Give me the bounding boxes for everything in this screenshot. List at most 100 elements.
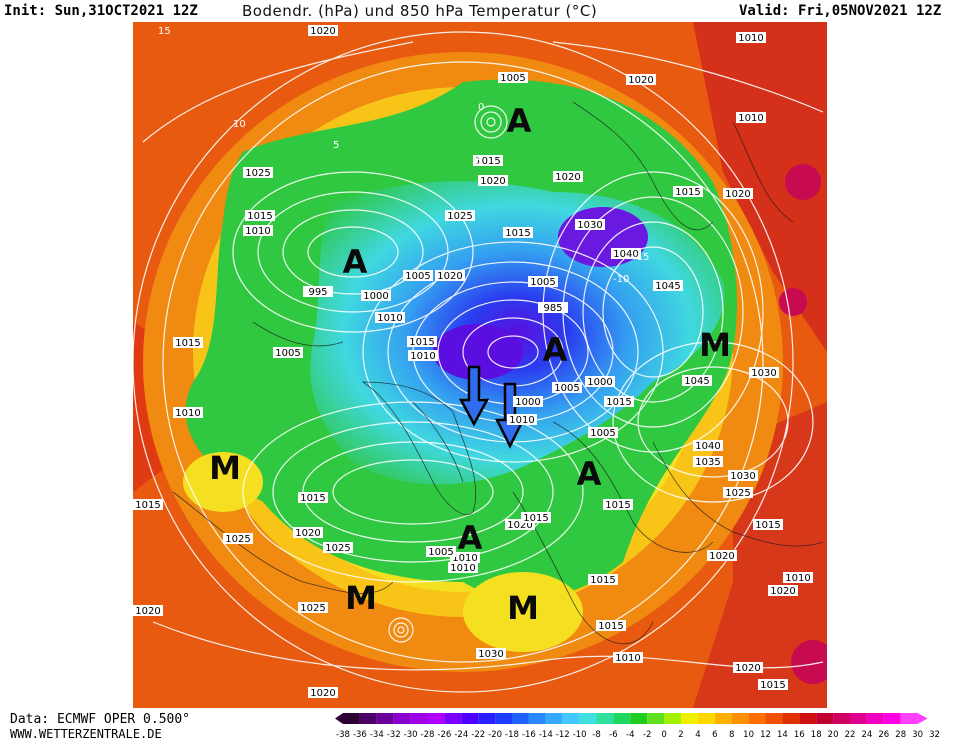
legend-tick-label: -36 — [353, 730, 367, 740]
svg-text:1040: 1040 — [613, 249, 638, 260]
svg-text:1000: 1000 — [363, 291, 388, 302]
svg-text:1020: 1020 — [709, 551, 734, 562]
low-pressure-center: M — [345, 579, 377, 617]
svg-text:1015: 1015 — [175, 338, 200, 349]
svg-text:1005: 1005 — [554, 383, 579, 394]
svg-text:1015: 1015 — [590, 575, 615, 586]
pressure-label: 1015 — [133, 499, 163, 511]
svg-text:1010: 1010 — [175, 408, 200, 419]
legend-swatch — [765, 713, 783, 724]
legend-swatch — [545, 713, 563, 724]
legend-swatch — [376, 713, 394, 724]
warm-region-se — [693, 402, 827, 708]
pressure-label: 1015 — [521, 512, 551, 524]
pressure-label: 1015 — [753, 519, 783, 531]
legend-tick-label: -10 — [573, 730, 587, 740]
svg-text:1020: 1020 — [735, 663, 760, 674]
pressure-label: 1010 — [783, 572, 813, 584]
low-pressure-center: M — [507, 589, 539, 627]
legend-tick-label: 2 — [678, 730, 683, 740]
pressure-label: 1020 — [768, 585, 798, 597]
legend-swatch — [782, 713, 800, 724]
temperature-contour-label: -15 — [633, 252, 649, 263]
pressure-label: 1025 — [723, 487, 753, 499]
pressure-label: 1015 — [596, 620, 626, 632]
legend-scale: -38 -36 -34 -32 -30 -28 -26 -24 -22 -20 -18 -16 -14-… — [335, 713, 940, 740]
legend-tick-label: -26 — [437, 730, 451, 740]
high-pressure-center: A — [543, 331, 568, 369]
svg-text:1000: 1000 — [515, 397, 540, 408]
svg-text:1020: 1020 — [310, 26, 335, 37]
pressure-label: 1015 — [245, 210, 275, 222]
pressure-label: 1020 — [505, 519, 535, 531]
legend-tick-label: -14 — [539, 730, 553, 740]
svg-text:1015: 1015 — [135, 500, 160, 511]
legend-swatch — [343, 713, 360, 724]
svg-text:1015: 1015 — [605, 500, 630, 511]
svg-text:1020: 1020 — [555, 172, 580, 183]
svg-text:1045: 1045 — [684, 376, 709, 387]
legend-tick-label: -28 — [421, 730, 435, 740]
legend-arrow-left — [335, 713, 343, 724]
svg-text:1010: 1010 — [785, 573, 810, 584]
temperature-contour-label: 10 — [233, 119, 246, 130]
pressure-label: 1025 — [445, 210, 475, 222]
temperature-legend: -38 -36 -34 -32 -30 -28 -26 -24 -22 -20 -18 -16 -14-… — [335, 711, 955, 741]
legend-tick-label: -16 — [522, 730, 536, 740]
svg-text:1010: 1010 — [452, 553, 477, 564]
svg-text:1015: 1015 — [755, 520, 780, 531]
svg-text:1030: 1030 — [577, 220, 602, 231]
legend-tick-label: -32 — [387, 730, 401, 740]
svg-text:1020: 1020 — [770, 586, 795, 597]
pressure-label: 1025 — [323, 542, 353, 554]
pressure-label: 1025 — [298, 602, 328, 614]
pressure-label: 1020 — [707, 550, 737, 562]
legend-swatch — [630, 713, 648, 724]
legend-swatch — [495, 713, 512, 724]
temperature-contour-label: 0 — [478, 102, 484, 113]
high-pressure-center: A — [458, 519, 483, 557]
svg-text:1010: 1010 — [738, 33, 763, 44]
legend-tick-label: 16 — [794, 730, 805, 740]
pressure-label: 1035 — [693, 456, 723, 468]
pressure-label: 1010 — [736, 32, 766, 44]
high-pressure-center: A — [343, 243, 368, 281]
svg-text:1010: 1010 — [615, 653, 640, 664]
svg-text:1020: 1020 — [437, 271, 462, 282]
legend-swatch — [478, 713, 496, 724]
legend-swatch — [359, 713, 377, 724]
svg-text:1045: 1045 — [655, 281, 680, 292]
pressure-label: 1000 — [361, 290, 391, 302]
svg-text:1005: 1005 — [590, 428, 615, 439]
pressure-label: 1040 — [693, 440, 723, 452]
legend-tick-label: 14 — [777, 730, 788, 740]
temperature-contour-label: -10 — [613, 274, 629, 285]
legend-swatch — [461, 713, 479, 724]
pressure-label: 1010 — [448, 562, 478, 574]
init-time: Init: Sun,31OCT2021 12Z — [4, 3, 198, 19]
pressure-label: 1010 — [173, 407, 203, 419]
pressure-label: 1005 — [498, 72, 528, 84]
chart-title: Bodendr. (hPa) und 850 hPa Temperatur (°… — [242, 2, 598, 20]
legend-tick-label: 30 — [912, 730, 923, 740]
legend-tick-label: 12 — [760, 730, 771, 740]
svg-text:1015: 1015 — [247, 211, 272, 222]
warm-patch-south — [463, 572, 583, 652]
svg-text:995: 995 — [308, 287, 327, 298]
temperature-contour-label: -5 — [473, 156, 483, 167]
legend-swatch — [512, 713, 529, 724]
pressure-label: 1010 — [375, 312, 405, 324]
svg-text:1025: 1025 — [300, 603, 325, 614]
legend-swatch — [850, 713, 867, 724]
svg-text:1020: 1020 — [480, 176, 505, 187]
pressure-label: 1005 — [528, 276, 558, 288]
svg-text:1020: 1020 — [310, 688, 335, 699]
warm-region-ne — [693, 22, 827, 352]
svg-text:1010: 1010 — [450, 563, 475, 574]
svg-text:1010: 1010 — [509, 415, 534, 426]
hot-spot-se — [791, 640, 827, 684]
pressure-label: 1015 — [588, 574, 618, 586]
